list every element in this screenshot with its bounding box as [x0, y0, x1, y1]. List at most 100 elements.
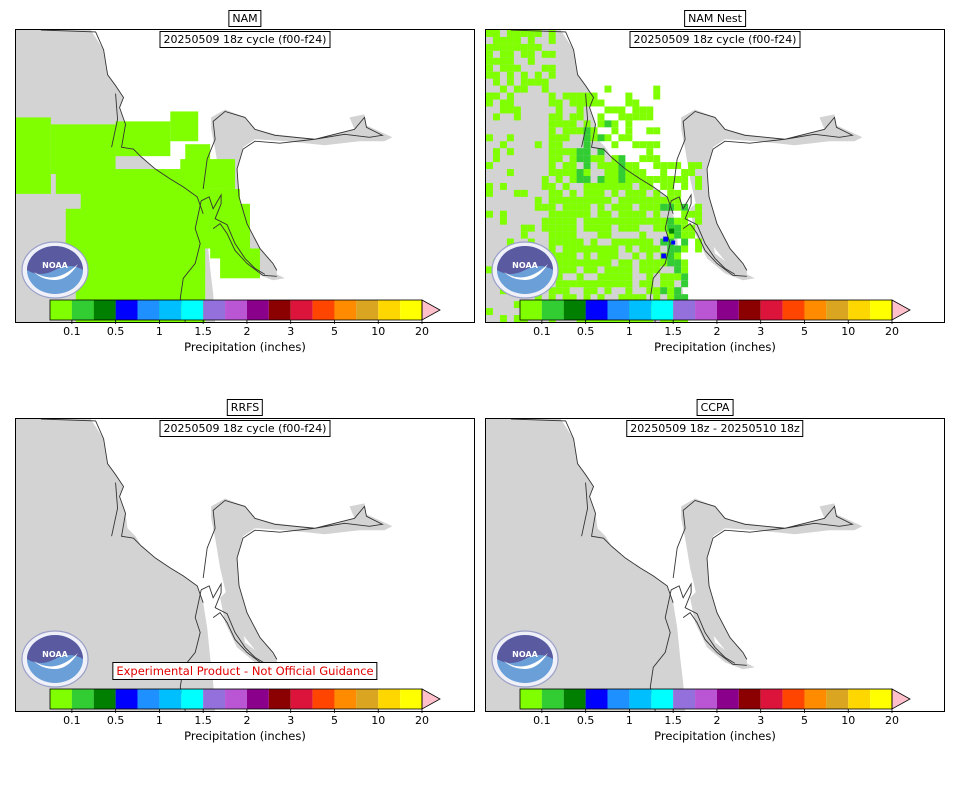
colorbar-swatch [225, 689, 247, 709]
svg-text:NOAA: NOAA [42, 650, 68, 659]
colorbar-swatch [378, 689, 401, 709]
colorbar-swatch [290, 300, 313, 320]
cycle-label: 20250509 18z cycle (f00-f24) [159, 31, 331, 48]
colorbar-swatch [400, 689, 422, 709]
noaa-logo-icon: NOAA [21, 241, 89, 299]
colorbar-swatch [225, 300, 247, 320]
colorbar-label: Precipitation (inches) [654, 729, 776, 743]
model-title: RRFS [226, 399, 264, 416]
colorbar-swatch [50, 689, 72, 709]
colorbar-swatch [290, 689, 313, 709]
colorbar-swatch [115, 300, 138, 320]
colorbar-swatch [520, 300, 542, 320]
colorbar-label: Precipitation (inches) [184, 729, 306, 743]
precip-map [485, 418, 945, 712]
colorbar-swatch [356, 689, 379, 709]
colorbar-swatch [181, 689, 204, 709]
colorbar-swatch [50, 300, 72, 320]
colorbar-swatch [695, 300, 717, 320]
colorbar-tick-label: 1.5 [194, 325, 212, 338]
colorbar-tick-label: 1 [625, 325, 633, 338]
colorbar-tick-label: 3 [757, 325, 765, 338]
colorbar-label: Precipitation (inches) [184, 340, 306, 354]
colorbar-tick-label: 1 [155, 714, 163, 727]
colorbar-swatch [115, 689, 138, 709]
colorbar-tick-label: 2 [713, 714, 721, 727]
colorbar-tick-label: 1 [155, 325, 163, 338]
colorbar-swatch [312, 300, 335, 320]
colorbar-tick-label: 5 [800, 325, 808, 338]
colorbar-tick-label: 20 [415, 714, 429, 727]
model-title: NAM Nest [684, 10, 746, 27]
colorbar-swatch [782, 689, 805, 709]
colorbar-tick-label: 0.1 [533, 325, 551, 338]
colorbar-swatch [520, 689, 542, 709]
precip-colorbar: 0.1 0.5 1 1.5 2 3 5 10 20 Precipitation (inches) [49, 299, 450, 354]
colorbar-swatch [93, 300, 116, 320]
colorbar-tick-label: 1.5 [664, 714, 682, 727]
panel-rrfs: RRFS 20250509 18z cycle (f00-f24) NOAA Expe… [15, 389, 475, 775]
colorbar-tick-label: 5 [800, 714, 808, 727]
svg-text:NOAA: NOAA [512, 261, 538, 270]
colorbar-swatch [563, 300, 586, 320]
colorbar-tick-label: 0.1 [63, 325, 81, 338]
colorbar-swatch [848, 689, 871, 709]
colorbar-swatch [71, 300, 94, 320]
colorbar-swatch [738, 689, 761, 709]
colorbar-tick-label: 0.5 [106, 325, 125, 338]
model-title: CCPA [696, 399, 734, 416]
svg-text:NOAA: NOAA [512, 650, 538, 659]
colorbar-swatch [137, 300, 160, 320]
colorbar-swatch [246, 689, 269, 709]
disclaimer-label: Experimental Product - Not Official Guid… [112, 662, 378, 680]
precip-colorbar: 0.1 0.5 1 1.5 2 3 5 10 20 Precipitation (inches) [519, 688, 920, 743]
colorbar-swatch [607, 300, 630, 320]
colorbar-swatch [651, 689, 674, 709]
colorbar-swatch [695, 689, 717, 709]
colorbar-swatch [760, 689, 783, 709]
noaa-logo-icon: NOAA [491, 630, 559, 688]
colorbar-tick-label: 10 [841, 714, 856, 727]
noaa-logo-icon: NOAA [21, 630, 89, 688]
colorbar-swatch [137, 689, 160, 709]
colorbar-swatch [585, 689, 608, 709]
panel-nam: NAM 20250509 18z cycle (f00-f24) NOAA 0.1 0.… [15, 0, 475, 386]
colorbar-tick-label: 1 [625, 714, 633, 727]
colorbar-swatch [312, 689, 335, 709]
colorbar-swatch [826, 300, 849, 320]
colorbar-swatch [804, 300, 827, 320]
colorbar-swatch [159, 689, 182, 709]
panel-ccpa: CCPA 20250509 18z - 20250510 18z NOAA 0.1 0.… [485, 389, 945, 775]
colorbar-swatch [541, 300, 564, 320]
colorbar-swatch [203, 300, 226, 320]
colorbar-tick-label: 0.5 [106, 714, 125, 727]
colorbar-tick-label: 0.5 [576, 325, 595, 338]
colorbar-swatch [334, 689, 357, 709]
colorbar-swatch [826, 689, 849, 709]
colorbar-tick-label: 2 [243, 714, 251, 727]
colorbar-tick-label: 1.5 [664, 325, 682, 338]
colorbar-swatch [159, 300, 182, 320]
colorbar-swatch [870, 300, 892, 320]
colorbar-tick-label: 5 [330, 325, 338, 338]
colorbar-swatch [804, 689, 827, 709]
colorbar-tick-label: 10 [371, 325, 386, 338]
noaa-logo-icon: NOAA [491, 241, 559, 299]
colorbar-swatch [378, 300, 401, 320]
colorbar-swatch [629, 300, 652, 320]
colorbar-swatch [334, 300, 357, 320]
colorbar-swatch [651, 300, 674, 320]
colorbar-swatch [782, 300, 805, 320]
colorbar-swatch [563, 689, 586, 709]
colorbar-swatch [71, 689, 94, 709]
colorbar-tick-label: 3 [757, 714, 765, 727]
colorbar-swatch [585, 300, 608, 320]
precip-colorbar: 0.1 0.5 1 1.5 2 3 5 10 20 Precipitation (inches) [49, 688, 450, 743]
colorbar-swatch [716, 689, 739, 709]
panel-nam-nest: NAM Nest 20250509 18z cycle (f00-f24) NOAA… [485, 0, 945, 386]
colorbar-swatch [738, 300, 761, 320]
colorbar-swatch [848, 300, 871, 320]
colorbar-tick-label: 2 [713, 325, 721, 338]
colorbar-tick-label: 20 [885, 325, 899, 338]
colorbar-swatch [541, 689, 564, 709]
